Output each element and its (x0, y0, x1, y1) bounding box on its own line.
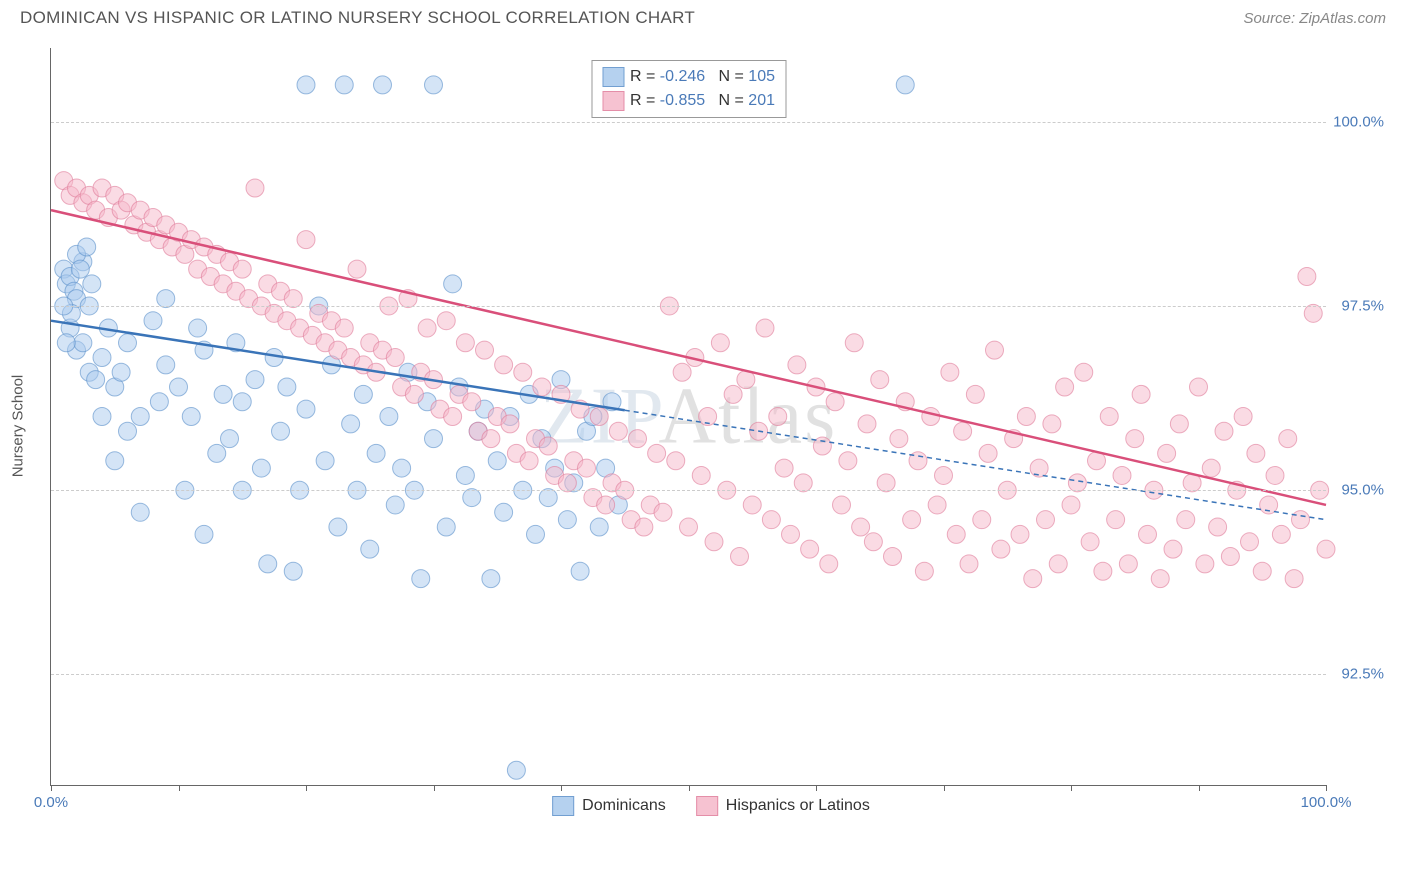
chart-container: Nursery School ZIPAtlas R = -0.246 N = 1… (36, 36, 1386, 816)
chart-title: DOMINICAN VS HISPANIC OR LATINO NURSERY … (20, 8, 695, 28)
legend-swatch-dominicans (602, 67, 624, 87)
y-tick-label: 100.0% (1330, 113, 1384, 130)
legend-r-dominicans: R = -0.246 N = 105 (630, 68, 775, 86)
y-tick-label: 95.0% (1330, 482, 1384, 499)
y-tick-label: 92.5% (1330, 666, 1384, 683)
legend-swatch-bottom-dominicans (552, 796, 574, 816)
y-tick-label: 97.5% (1330, 297, 1384, 314)
y-axis-title: Nursery School (10, 375, 27, 478)
legend-label-hispanics: Hispanics or Latinos (726, 797, 870, 815)
x-tick-label: 100.0% (1301, 794, 1352, 811)
legend-row-hispanics: R = -0.855 N = 201 (602, 89, 775, 113)
legend-swatch-bottom-hispanics (696, 796, 718, 816)
legend-item-hispanics: Hispanics or Latinos (696, 796, 870, 816)
legend-label-dominicans: Dominicans (582, 797, 666, 815)
legend-row-dominicans: R = -0.246 N = 105 (602, 65, 775, 89)
source-attribution: Source: ZipAtlas.com (1243, 10, 1386, 27)
plot-area: ZIPAtlas R = -0.246 N = 105 R = -0.855 N… (50, 48, 1326, 786)
series-legend: Dominicans Hispanics or Latinos (552, 796, 870, 816)
x-tick-label: 0.0% (34, 794, 68, 811)
legend-r-hispanics: R = -0.855 N = 201 (630, 92, 775, 110)
legend-item-dominicans: Dominicans (552, 796, 666, 816)
correlation-legend: R = -0.246 N = 105 R = -0.855 N = 201 (591, 60, 786, 118)
legend-swatch-hispanics (602, 91, 624, 111)
